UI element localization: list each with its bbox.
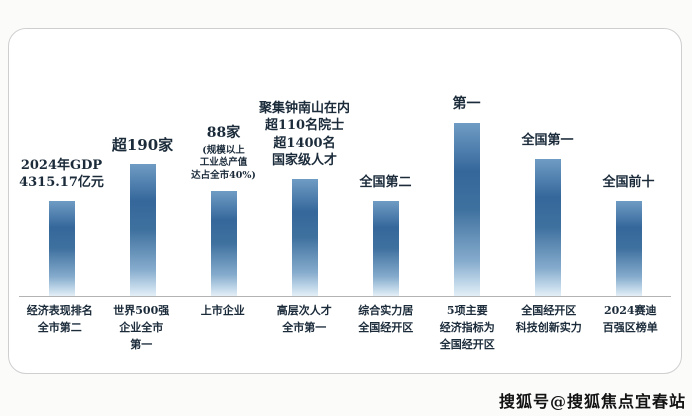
bar <box>534 159 561 296</box>
bar-chart: 2024年GDP 4315.17亿元 超190家 88家 (规模以上 工业总产值 达占全市4… <box>19 29 669 296</box>
chart-baseline <box>19 296 671 297</box>
bar-annotation-note: (规模以上 工业总产值 达占全市40%) <box>191 144 256 181</box>
bar-category-label: 上市企业 <box>200 304 245 317</box>
bar-column: 2024年GDP 4315.17亿元 <box>19 157 104 296</box>
bar-annotation: 2024年GDP 4315.17亿元 <box>19 157 104 191</box>
bar-annotation: 全国第一 <box>521 133 574 149</box>
bar <box>291 179 318 296</box>
watermark: 搜狐号@搜狐焦点宜春站 <box>498 392 686 411</box>
bar-column: 全国第一 <box>507 132 588 296</box>
bar <box>615 201 642 296</box>
bar-column: 全国第二 <box>345 174 426 296</box>
bar-category-label: 2024赛迪 百强区榜单 <box>602 304 658 335</box>
bar-column: 88家 (规模以上 工业总产值 达占全市40%) <box>183 124 264 296</box>
bar <box>372 201 399 296</box>
bar-column: 超190家 <box>102 135 183 296</box>
bar-annotation: 全国前十 <box>602 175 655 191</box>
bar-category-label: 高层次人才 全市第一 <box>276 304 332 335</box>
bar-category-label: 经济表现排名 全市第二 <box>26 304 93 335</box>
bar-category-label: 5项主要 经济指标为 全国经开区 <box>439 304 495 352</box>
bar-column: 全国前十 <box>588 174 669 296</box>
bar-annotation: 超190家 <box>111 135 174 154</box>
bar <box>48 201 75 296</box>
category-labels-row: 经济表现排名 全市第二 世界500强 企业全市 第一 上市企业 高层次人才 全市第一 综合实力居… <box>19 302 671 353</box>
bar <box>129 164 156 296</box>
bar-column: 聚集钟南山在内 超110名院士 超1400名 国家级人才 <box>259 100 350 296</box>
bar-annotation: 88家 (规模以上 工业总产值 达占全市40%) <box>191 125 256 181</box>
chart-card: 2024年GDP 4315.17亿元 超190家 88家 (规模以上 工业总产值 达占全市4… <box>8 28 682 374</box>
bar-category-label: 世界500强 企业全市 第一 <box>113 304 170 352</box>
bar-category-label: 综合实力居 全国经开区 <box>358 304 414 335</box>
bar-annotation: 第一 <box>452 96 481 113</box>
bar-annotation: 聚集钟南山在内 超110名院士 超1400名 国家级人才 <box>259 100 351 169</box>
bar-annotation: 全国第二 <box>359 175 412 191</box>
bar <box>453 123 480 296</box>
bar <box>210 191 237 296</box>
bar-category-label: 全国经开区 科技创新实力 <box>515 304 582 335</box>
bar-column: 第一 <box>426 95 507 296</box>
